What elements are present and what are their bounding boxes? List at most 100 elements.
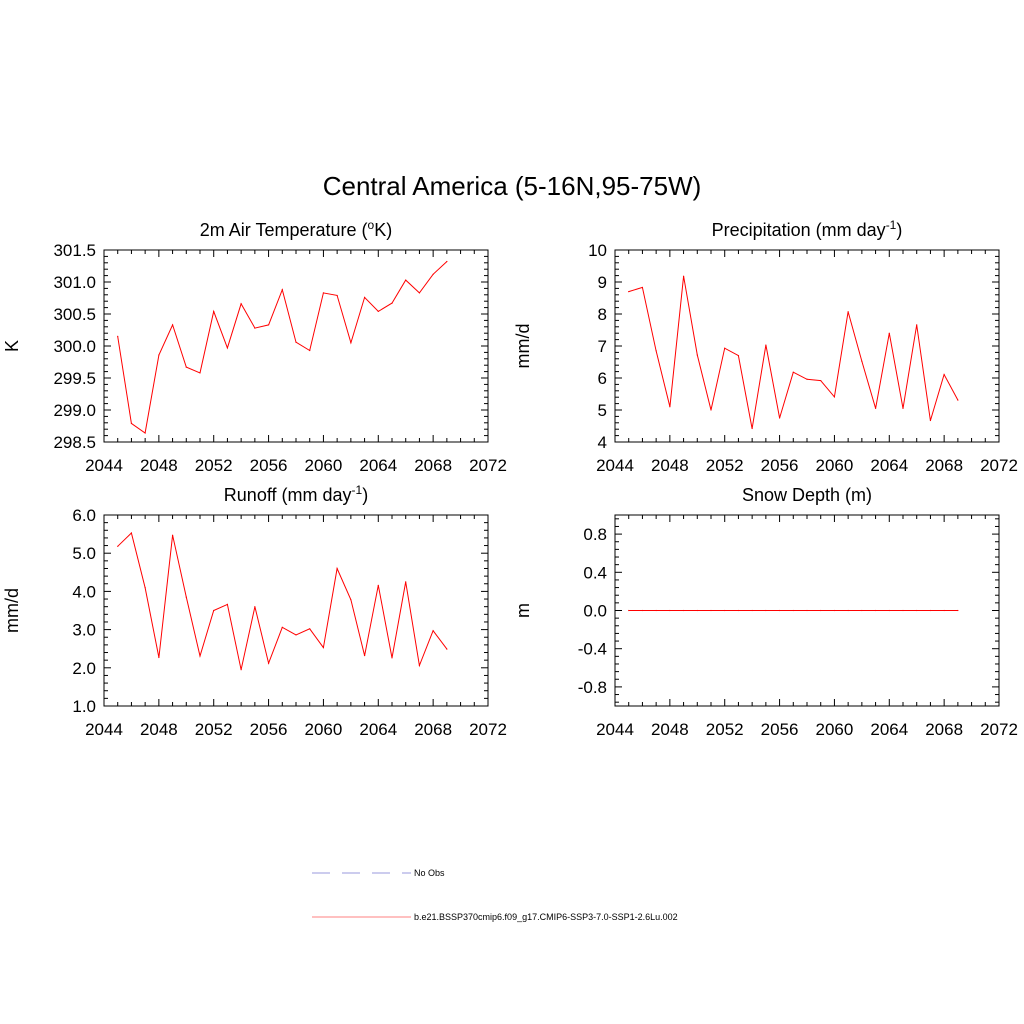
precip-data-point <box>724 347 726 349</box>
precip-y-tick-label: 10 <box>588 241 607 260</box>
snow-data-point <box>724 609 726 612</box>
temp-data-point <box>350 342 352 344</box>
temp-data-point <box>171 324 174 326</box>
runoff-data-point <box>295 634 297 636</box>
runoff-data-point <box>363 654 366 657</box>
runoff-y-axis-label: mm/d <box>2 588 22 633</box>
temp-series-line <box>117 261 448 434</box>
snow-data-point <box>806 609 808 612</box>
temp-data-point <box>377 310 379 313</box>
snow-data-point <box>669 609 671 612</box>
precip-data-point <box>820 379 822 382</box>
temp-data-point <box>432 273 434 275</box>
precip-data-point <box>902 407 904 409</box>
temp-data-point <box>130 422 133 425</box>
runoff-data-point <box>213 609 215 612</box>
panel-precip: 2044 2048 2052 2056 2060 2064 2068 2072 4 5 6 7 8 9 10… <box>513 218 1018 475</box>
snow-data-point <box>833 609 836 612</box>
precip-y-tick-label: 8 <box>598 305 607 324</box>
panel-runoff: 2044 2048 2052 2056 2060 2064 2068 2072 1.0 2.0 3.… <box>2 483 507 739</box>
temp-data-point <box>199 372 201 374</box>
snow-data-point <box>957 609 959 612</box>
precip-data-point <box>669 406 671 408</box>
runoff-data-point <box>199 655 201 657</box>
temp-y-tick-label: 298.5 <box>53 433 96 452</box>
snow-data-point <box>902 609 904 612</box>
snow-data-point <box>916 609 918 612</box>
precip-data-point <box>710 409 712 411</box>
temp-data-point <box>213 310 215 313</box>
precip-data-point <box>641 286 644 289</box>
runoff-data-point <box>405 581 407 583</box>
runoff-y-tick-label: 2.0 <box>72 659 96 678</box>
runoff-data-point <box>418 664 421 667</box>
runoff-data-point <box>158 656 160 659</box>
temp-y-axis-label: K <box>2 340 22 352</box>
snow-x-tick-label: 2072 <box>980 720 1018 739</box>
runoff-data-point <box>336 567 338 570</box>
snow-y-tick-label: 0.4 <box>583 563 607 582</box>
runoff-data-point <box>226 603 229 605</box>
precip-data-point <box>943 373 945 376</box>
precip-data-point <box>916 324 918 326</box>
runoff-data-point <box>130 532 133 534</box>
precip-data-point <box>792 371 794 373</box>
runoff-y-tick-label: 1.0 <box>72 697 96 716</box>
runoff-data-point <box>432 630 434 632</box>
snow-x-tick-label: 2064 <box>870 720 908 739</box>
runoff-x-tick-label: 2068 <box>414 720 452 739</box>
runoff-data-point <box>240 669 242 671</box>
precip-data-point <box>751 427 753 430</box>
runoff-data-point <box>446 648 448 650</box>
snow-x-tick-label: 2068 <box>925 720 963 739</box>
temp-y-tick-label: 301.5 <box>53 241 96 260</box>
snow-y-tick-label: -0.8 <box>578 678 607 697</box>
temp-y-tick-label: 299.5 <box>53 369 96 388</box>
precip-y-tick-label: 6 <box>598 369 607 388</box>
snow-data-point <box>737 609 740 612</box>
precip-data-point <box>655 350 657 352</box>
temp-y-tick-label: 299.0 <box>53 401 96 420</box>
snow-data-point <box>820 609 822 612</box>
snow-x-tick-label: 2048 <box>651 720 689 739</box>
runoff-x-tick-label: 2060 <box>305 720 343 739</box>
runoff-data-point <box>117 545 119 547</box>
temp-x-tick-label: 2056 <box>250 456 288 475</box>
temp-data-point <box>336 294 338 297</box>
runoff-data-point <box>185 596 187 598</box>
snow-data-point <box>710 609 712 612</box>
precip-plot-frame <box>614 249 1000 443</box>
precip-panel-title: Precipitation (mm day-1) <box>712 218 903 240</box>
precip-data-point <box>765 344 767 346</box>
temp-data-point <box>363 296 366 298</box>
precip-data-point <box>682 275 685 277</box>
snow-x-tick-label: 2056 <box>761 720 799 739</box>
runoff-series-line <box>117 532 448 670</box>
snow-data-point <box>696 609 698 612</box>
temp-x-tick-label: 2044 <box>85 456 123 475</box>
snow-x-tick-label: 2060 <box>816 720 854 739</box>
snow-panel-title: Snow Depth (m) <box>742 485 872 505</box>
precip-data-point <box>833 396 836 398</box>
temp-x-tick-label: 2060 <box>305 456 343 475</box>
snow-y-tick-label: 0.0 <box>583 602 607 621</box>
runoff-data-point <box>391 657 393 659</box>
temp-data-point <box>226 347 229 349</box>
snow-data-point <box>641 609 644 612</box>
runoff-x-tick-label: 2072 <box>469 720 507 739</box>
temp-x-tick-label: 2072 <box>469 456 507 475</box>
precip-x-tick-label: 2052 <box>706 456 744 475</box>
temp-data-point <box>446 260 448 263</box>
snow-x-tick-label: 2052 <box>706 720 744 739</box>
temp-y-tick-label: 300.5 <box>53 305 96 324</box>
temp-data-point <box>158 354 160 356</box>
snow-data-point <box>792 609 794 612</box>
precip-x-tick-label: 2044 <box>596 456 634 475</box>
precip-x-tick-label: 2064 <box>870 456 908 475</box>
snow-data-point <box>943 609 945 612</box>
temp-data-point <box>267 324 270 326</box>
runoff-data-point <box>309 628 311 630</box>
precip-x-tick-label: 2056 <box>761 456 799 475</box>
precip-data-point <box>628 291 630 293</box>
